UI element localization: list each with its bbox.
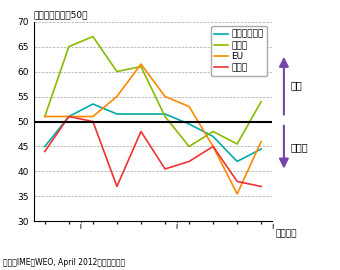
Text: 資料：IME『WEO, April 2012』から作成。: 資料：IME『WEO, April 2012』から作成。 <box>3 258 125 267</box>
Text: （年期）: （年期） <box>275 229 297 238</box>
アジア <box>115 185 119 188</box>
中南米 <box>139 65 143 68</box>
中東アフリカ <box>211 135 215 138</box>
アジア <box>43 150 47 153</box>
中東アフリカ <box>91 102 95 106</box>
Text: 厳格化: 厳格化 <box>291 142 308 152</box>
中東アフリカ <box>235 160 239 163</box>
EU <box>259 140 263 143</box>
中南米 <box>67 45 71 48</box>
中南米 <box>163 115 167 118</box>
アジア <box>235 180 239 183</box>
Legend: 中東アフリカ, 中南米, EU, アジア: 中東アフリカ, 中南米, EU, アジア <box>211 26 268 76</box>
中東アフリカ <box>43 145 47 148</box>
アジア <box>163 167 167 171</box>
中東アフリカ <box>187 122 191 126</box>
Text: 緩和: 緩和 <box>291 80 303 90</box>
EU <box>115 95 119 98</box>
EU <box>91 115 95 118</box>
Line: アジア: アジア <box>45 117 261 186</box>
アジア <box>139 130 143 133</box>
アジア <box>91 120 95 123</box>
Text: （指数、中立＝50）: （指数、中立＝50） <box>34 11 88 19</box>
EU <box>43 115 47 118</box>
中南米 <box>91 35 95 38</box>
Line: EU: EU <box>45 64 261 194</box>
アジア <box>259 185 263 188</box>
中東アフリカ <box>259 147 263 151</box>
EU <box>235 192 239 195</box>
EU <box>163 95 167 98</box>
中東アフリカ <box>115 112 119 116</box>
EU <box>211 145 215 148</box>
EU <box>139 62 143 66</box>
中南米 <box>235 142 239 146</box>
中南米 <box>115 70 119 73</box>
中南米 <box>187 145 191 148</box>
アジア <box>187 160 191 163</box>
中南米 <box>43 115 47 118</box>
アジア <box>211 145 215 148</box>
Line: 中東アフリカ: 中東アフリカ <box>45 104 261 161</box>
アジア <box>67 115 71 118</box>
中東アフリカ <box>139 112 143 116</box>
EU <box>67 115 71 118</box>
中東アフリカ <box>163 112 167 116</box>
中東アフリカ <box>67 115 71 118</box>
中南米 <box>259 100 263 103</box>
中南米 <box>211 130 215 133</box>
EU <box>187 105 191 108</box>
Line: 中南米: 中南米 <box>45 36 261 146</box>
